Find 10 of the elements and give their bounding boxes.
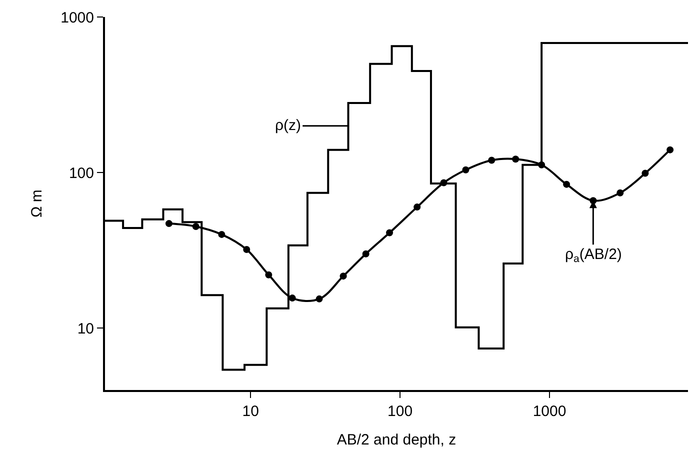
y-tick-label: 1000 [60, 9, 94, 26]
x-tick-label: 1000 [532, 403, 566, 420]
x-tick-label: 10 [242, 403, 259, 420]
y-tick-label: 100 [68, 164, 94, 182]
annotation: ρ(z) [275, 117, 302, 134]
y-axis-title: Ω m [28, 190, 46, 218]
x-tick-label: 100 [388, 403, 413, 420]
y-tick-label: 10 [77, 320, 94, 338]
annotation: ρ$_{a}$(AB/2) [565, 246, 622, 266]
x-axis-title: AB/2 and depth, z [336, 432, 456, 448]
